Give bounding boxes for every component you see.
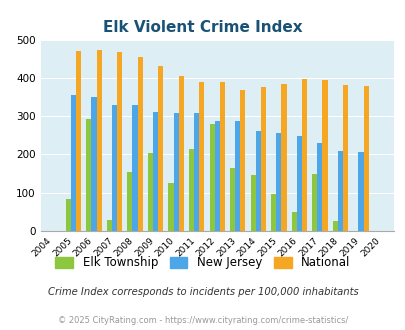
Bar bbox=[322, 80, 327, 231]
Bar bbox=[137, 57, 143, 231]
Bar bbox=[296, 136, 301, 231]
Bar bbox=[158, 66, 163, 231]
Bar bbox=[358, 152, 362, 231]
Bar bbox=[214, 121, 219, 231]
Bar bbox=[112, 106, 117, 231]
Bar bbox=[132, 106, 137, 231]
Bar bbox=[91, 97, 96, 231]
Bar bbox=[168, 183, 173, 231]
Bar bbox=[147, 153, 153, 231]
Text: Elk Violent Crime Index: Elk Violent Crime Index bbox=[103, 20, 302, 35]
Bar bbox=[117, 52, 122, 231]
Bar bbox=[173, 113, 178, 231]
Bar bbox=[332, 221, 337, 231]
Bar bbox=[76, 51, 81, 231]
Bar bbox=[153, 112, 158, 231]
Bar bbox=[291, 212, 296, 231]
Bar bbox=[230, 168, 234, 231]
Text: Crime Index corresponds to incidents per 100,000 inhabitants: Crime Index corresponds to incidents per… bbox=[47, 287, 358, 297]
Bar bbox=[219, 82, 224, 231]
Bar bbox=[194, 113, 199, 231]
Text: © 2025 CityRating.com - https://www.cityrating.com/crime-statistics/: © 2025 CityRating.com - https://www.city… bbox=[58, 315, 347, 325]
Bar bbox=[86, 119, 91, 231]
Bar bbox=[199, 82, 204, 231]
Bar bbox=[240, 90, 245, 231]
Bar bbox=[209, 124, 214, 231]
Bar bbox=[66, 199, 71, 231]
Bar bbox=[71, 95, 76, 231]
Bar bbox=[127, 172, 132, 231]
Bar bbox=[255, 131, 260, 231]
Bar bbox=[260, 87, 265, 231]
Bar bbox=[234, 121, 240, 231]
Bar bbox=[271, 194, 275, 231]
Bar bbox=[96, 50, 101, 231]
Bar bbox=[362, 86, 368, 231]
Bar bbox=[188, 149, 194, 231]
Bar bbox=[342, 85, 347, 231]
Bar bbox=[317, 143, 322, 231]
Bar bbox=[301, 79, 306, 231]
Bar bbox=[281, 84, 286, 231]
Bar bbox=[178, 76, 183, 231]
Bar bbox=[311, 174, 317, 231]
Bar bbox=[107, 219, 112, 231]
Bar bbox=[337, 150, 342, 231]
Legend: Elk Township, New Jersey, National: Elk Township, New Jersey, National bbox=[51, 252, 354, 274]
Bar bbox=[275, 133, 281, 231]
Bar bbox=[250, 176, 255, 231]
